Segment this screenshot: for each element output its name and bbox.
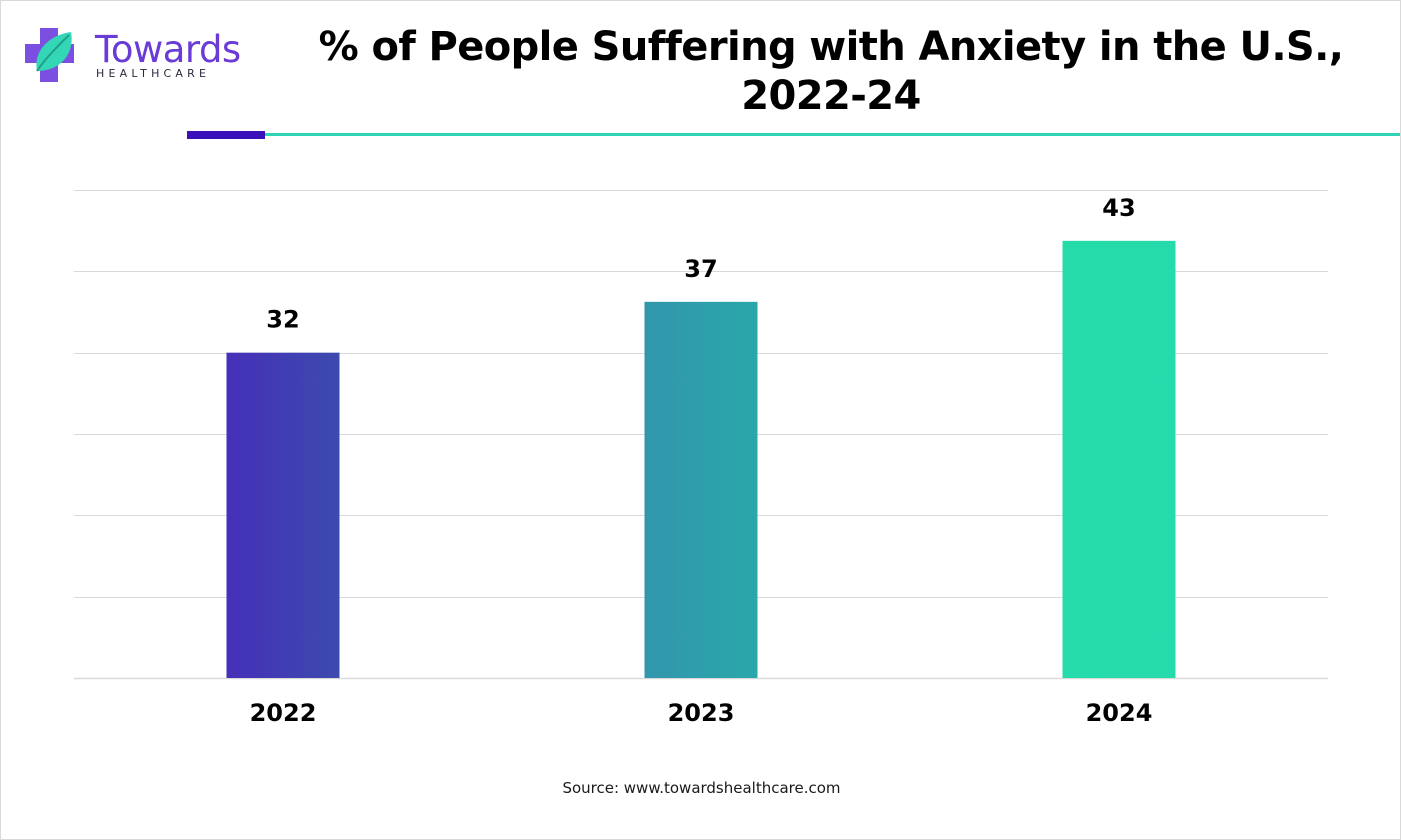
data-label-2023: 37 [684,255,717,283]
brand-name: Towards [95,28,241,71]
title-divider-line [265,133,1400,136]
source-note: Source: www.towardshealthcare.com [562,779,841,797]
x-tick-label-2023: 2023 [668,699,735,727]
data-label-2024: 43 [1102,194,1135,222]
bar-2024 [1062,240,1176,679]
bar-2023 [644,301,758,678]
bar-2022 [226,352,340,678]
brand-logo: Towards HEALTHCARE [23,25,243,87]
x-tick-label-2022: 2022 [250,699,317,727]
data-label-2022: 32 [266,306,299,334]
medical-cross-leaf-icon [25,28,74,82]
title-accent-bar [187,131,265,139]
chart-title: % of People Suffering with Anxiety in th… [318,24,1344,119]
brand-subtitle: HEALTHCARE [96,67,211,80]
x-tick-label-2024: 2024 [1086,699,1153,727]
